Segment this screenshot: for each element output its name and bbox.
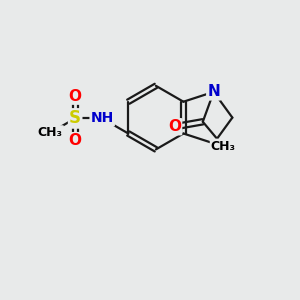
Text: O: O (168, 119, 181, 134)
Text: S: S (69, 110, 81, 128)
Text: O: O (69, 88, 82, 104)
Text: O: O (69, 133, 82, 148)
Text: N: N (207, 84, 220, 99)
Text: CH₃: CH₃ (38, 126, 63, 139)
Text: NH: NH (91, 111, 114, 125)
Text: CH₃: CH₃ (211, 140, 236, 153)
